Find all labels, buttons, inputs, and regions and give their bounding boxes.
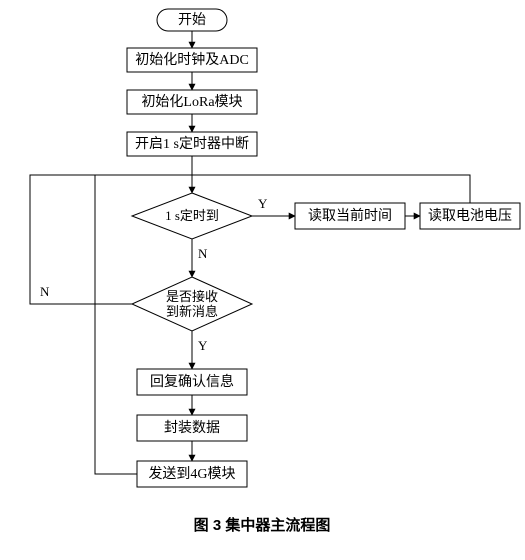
label-read-time: 读取当前时间 [308,207,392,224]
label-init-lora: 初始化LoRa模块 [141,93,242,110]
label-reply-ack: 回复确认信息 [150,373,234,390]
edge-label-msg-N: N [40,284,50,299]
edge-label-timer-N: N [198,246,208,261]
label-pack-data: 封装数据 [164,420,220,436]
label-new-msg-2: 到新消息 [166,304,218,319]
label-new-msg-1: 是否接收 [166,289,218,304]
edge-label-timer-Y: Y [258,196,268,211]
edge-label-msg-Y: Y [198,338,208,353]
label-read-batt: 读取电池电压 [428,207,512,224]
label-start: 开始 [178,12,206,28]
label-init-clk: 初始化时钟及ADC [135,51,249,68]
label-timer-1s: 1 s定时到 [165,208,219,223]
edge-readbatt-loop [192,175,470,203]
label-start-timer: 开启1 s定时器中断 [135,136,249,152]
label-send-4g: 发送到4G模块 [148,466,235,482]
figure-caption: 图 3 集中器主流程图 [194,516,331,534]
